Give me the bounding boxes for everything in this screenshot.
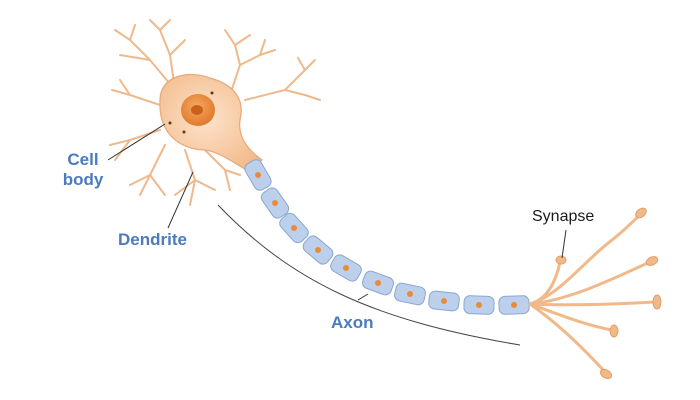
- axon-terminals: [528, 213, 657, 374]
- cell-body-label: Cell body: [58, 150, 108, 190]
- cell-body-label-line2: body: [62, 170, 104, 189]
- cell-body-leader: [107, 123, 166, 161]
- cell-body-label-line1: Cell: [67, 150, 99, 169]
- synaptic-knobs: [555, 207, 662, 380]
- axon-brace: [357, 293, 369, 301]
- axon-label: Axon: [331, 313, 374, 332]
- myelin-sheath: [244, 159, 530, 315]
- synapse-label: Synapse: [532, 208, 595, 225]
- dendrite-label: Dendrite: [118, 230, 187, 249]
- nucleolus: [191, 105, 203, 115]
- synapse-leader: [561, 229, 567, 259]
- axon-nuclei: [255, 172, 517, 308]
- axon-outline-curve: [217, 204, 521, 346]
- dendrite-leader: [167, 171, 194, 229]
- cell-body: [159, 73, 263, 173]
